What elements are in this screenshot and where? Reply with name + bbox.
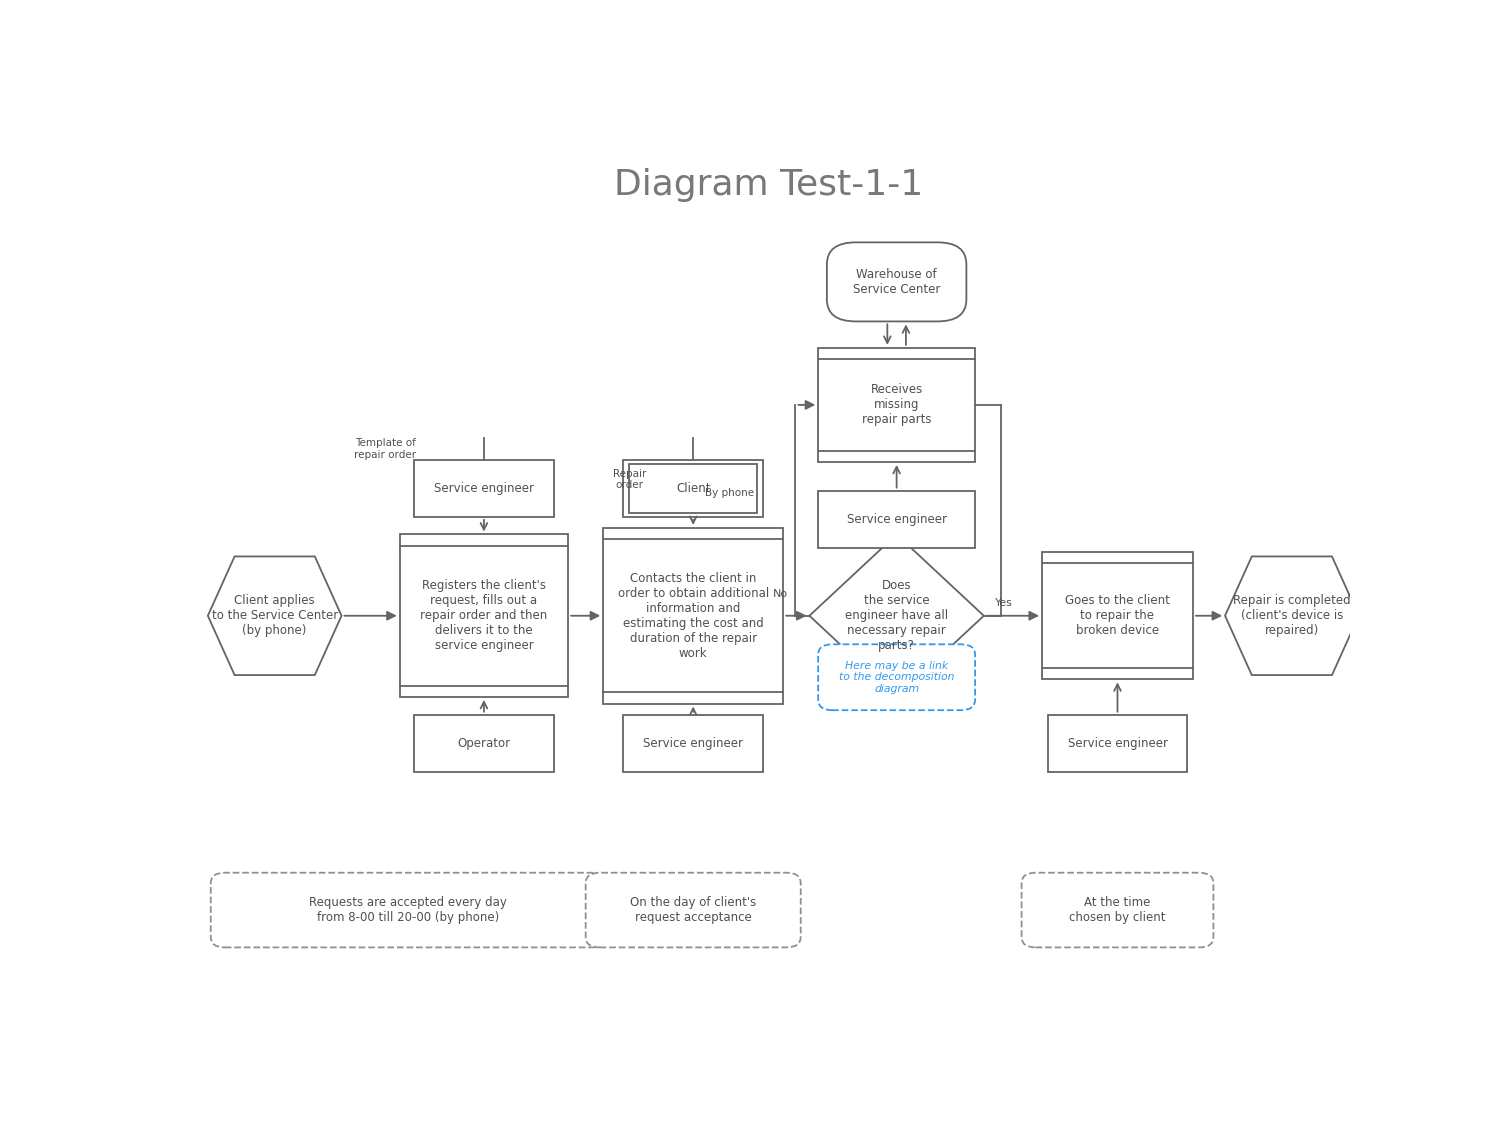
Text: Client applies
to the Service Center
(by phone): Client applies to the Service Center (by… [211,594,338,637]
FancyBboxPatch shape [818,645,975,710]
Text: Requests are accepted every day
from 8-00 till 20-00 (by phone): Requests are accepted every day from 8-0… [309,896,507,924]
FancyBboxPatch shape [585,873,801,947]
FancyBboxPatch shape [1022,873,1214,947]
FancyBboxPatch shape [818,491,975,548]
Text: Diagram Test-1-1: Diagram Test-1-1 [614,168,924,202]
Polygon shape [209,557,342,675]
Text: By phone: By phone [705,487,754,497]
FancyBboxPatch shape [210,873,606,947]
Text: Here may be a link
to the decomposition
diagram: Here may be a link to the decomposition … [839,661,954,694]
FancyBboxPatch shape [1042,552,1193,679]
Text: Warehouse of
Service Center: Warehouse of Service Center [853,268,940,296]
Polygon shape [810,534,984,697]
Text: On the day of client's
request acceptance: On the day of client's request acceptanc… [630,896,756,924]
Text: At the time
chosen by client: At the time chosen by client [1070,896,1166,924]
FancyBboxPatch shape [1047,714,1188,771]
FancyBboxPatch shape [603,528,783,704]
FancyBboxPatch shape [624,460,764,517]
Text: Service engineer: Service engineer [644,737,742,750]
FancyBboxPatch shape [414,460,554,517]
Text: Client: Client [676,482,711,495]
Text: Goes to the client
to repair the
broken device: Goes to the client to repair the broken … [1065,594,1170,637]
FancyBboxPatch shape [630,464,758,512]
Text: Registers the client's
request, fills out a
repair order and then
delivers it to: Registers the client's request, fills ou… [420,580,548,653]
FancyBboxPatch shape [414,714,554,771]
Text: Contacts the client in
order to obtain additional
information and
estimating the: Contacts the client in order to obtain a… [618,572,770,659]
Text: No: No [772,589,788,599]
Text: Operator: Operator [458,737,510,750]
Text: Repair
order: Repair order [612,469,646,491]
Text: Service engineer: Service engineer [433,482,534,495]
FancyBboxPatch shape [624,714,764,771]
FancyBboxPatch shape [399,534,568,697]
FancyBboxPatch shape [818,348,975,462]
Text: Receives
missing
repair parts: Receives missing repair parts [862,383,932,427]
Text: Does
the service
engineer have all
necessary repair
parts?: Does the service engineer have all neces… [844,580,948,653]
Text: Service engineer: Service engineer [1068,737,1167,750]
Polygon shape [1226,557,1359,675]
Text: Service engineer: Service engineer [846,512,946,526]
Text: Repair is completed
(client's device is
repaired): Repair is completed (client's device is … [1233,594,1350,637]
Text: Template of
repair order: Template of repair order [354,438,416,460]
FancyBboxPatch shape [827,242,966,322]
Text: Yes: Yes [996,598,1014,607]
